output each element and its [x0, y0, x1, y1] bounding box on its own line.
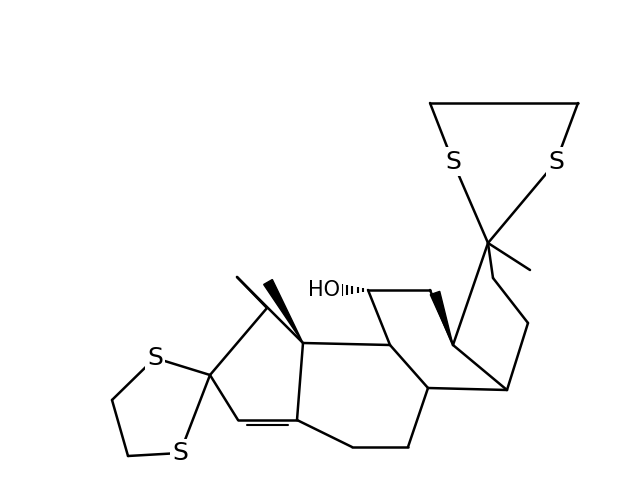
Text: S: S: [172, 441, 188, 465]
Text: S: S: [548, 150, 564, 174]
Polygon shape: [264, 280, 303, 343]
Text: S: S: [445, 150, 461, 174]
Text: HO: HO: [308, 280, 340, 300]
Text: S: S: [147, 346, 163, 370]
Polygon shape: [430, 291, 453, 345]
